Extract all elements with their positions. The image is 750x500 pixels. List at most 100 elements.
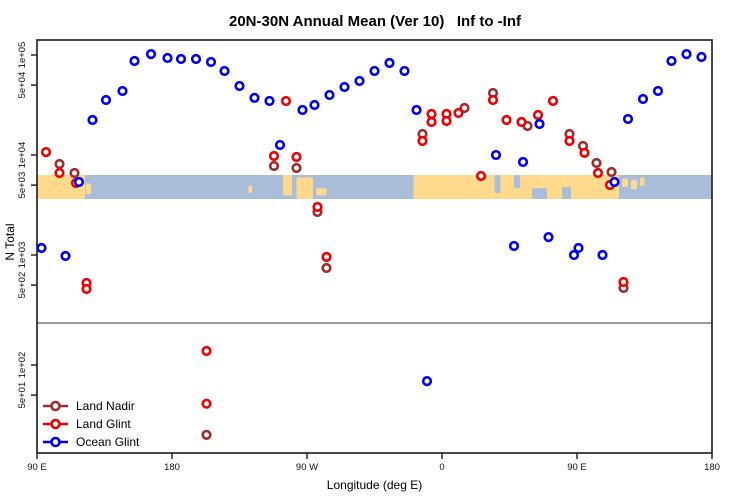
data-point: [54, 158, 65, 170]
ocean-notch: [494, 175, 501, 193]
ocean-notch: [532, 188, 547, 199]
data-points-layer: [36, 48, 707, 441]
land-patch: [296, 177, 313, 199]
data-point: [652, 85, 664, 97]
data-point: [532, 109, 544, 121]
data-point: [487, 94, 499, 106]
land-patch: [283, 175, 292, 196]
data-point: [321, 251, 332, 263]
data-point: [606, 166, 617, 178]
data-point: [145, 48, 157, 60]
data-point: [543, 232, 554, 243]
data-point: [321, 262, 332, 274]
data-point: [40, 147, 52, 158]
ocean-notch: [562, 187, 571, 199]
y-tick-label: 5e+03: [17, 172, 28, 199]
data-point: [384, 57, 395, 69]
land-glint-marker-icon: [43, 418, 68, 430]
data-point: [696, 51, 707, 63]
data-point: [297, 104, 308, 116]
data-point: [36, 242, 47, 254]
data-point: [516, 116, 527, 128]
data-point: [591, 157, 602, 169]
data-point: [426, 108, 437, 120]
data-point: [417, 135, 428, 147]
ocean-glint-marker-icon: [43, 436, 68, 448]
data-point: [490, 149, 502, 161]
land-patch: [248, 185, 253, 193]
land-patch: [631, 179, 637, 190]
legend-item-ocean-glint: Ocean Glint: [42, 433, 139, 451]
data-point: [309, 99, 320, 111]
y-tick-label: 1e+04: [17, 142, 28, 169]
data-point: [219, 65, 230, 77]
data-point: [475, 170, 487, 182]
data-point: [201, 345, 212, 357]
data-point: [609, 176, 620, 188]
legend-item-land-nadir: Land Nadir: [42, 397, 139, 415]
data-point: [579, 147, 590, 158]
data-point: [637, 93, 649, 105]
x-tick-label: 90 W: [296, 462, 318, 473]
x-tick-label: 90 E: [567, 462, 587, 473]
data-point: [622, 113, 634, 125]
data-point: [100, 94, 112, 106]
map-band: [37, 175, 712, 199]
data-point: [205, 56, 217, 68]
data-point: [324, 89, 335, 101]
data-point: [501, 114, 512, 126]
y-tick-label: 1e+02: [17, 352, 28, 379]
data-point: [69, 167, 80, 179]
legend-label: Land Nadir: [76, 399, 135, 413]
data-point: [597, 249, 608, 261]
data-point: [268, 160, 280, 172]
data-point: [421, 376, 433, 387]
y-tick-label: 5e+01: [17, 382, 28, 409]
legend-label: Ocean Glint: [76, 435, 140, 449]
y-tick-label: 5e+02: [17, 272, 28, 299]
data-point: [73, 176, 85, 188]
data-point: [201, 398, 212, 409]
data-point: [369, 65, 380, 77]
data-point: [54, 167, 65, 179]
series-ocean-glint: [36, 48, 707, 387]
data-point: [441, 115, 452, 127]
data-point: [508, 240, 520, 252]
data-point: [291, 162, 302, 174]
data-point: [280, 95, 292, 107]
plot-title: 20N-30N Annual Mean (Ver 10) Inf to -Inf: [229, 13, 521, 30]
y-axis-label: N Total: [3, 223, 17, 261]
x-tick-label: 180: [704, 462, 720, 473]
data-point: [291, 151, 302, 163]
legend-label: Land Glint: [76, 417, 131, 431]
data-point: [268, 150, 280, 162]
data-point: [681, 48, 692, 60]
data-point: [60, 250, 71, 262]
y-tick-label: 1e+05: [17, 42, 28, 69]
land-nadir-marker-icon: [43, 400, 68, 412]
data-point: [547, 95, 559, 107]
series-land-glint: [40, 94, 629, 409]
data-point: [573, 242, 584, 254]
x-tick-label: 90 E: [27, 462, 47, 473]
data-point: [201, 429, 212, 441]
data-point: [249, 92, 260, 103]
data-point: [618, 276, 629, 288]
data-point: [162, 52, 173, 64]
data-point: [190, 53, 202, 65]
data-point: [312, 201, 323, 213]
data-point: [564, 135, 575, 147]
data-point: [117, 85, 128, 97]
x-axis-label: Longitude (deg E): [326, 478, 423, 492]
y-tick-label: 5e+04: [17, 72, 28, 99]
data-point: [399, 65, 410, 77]
data-point: [129, 55, 140, 67]
data-point: [234, 80, 245, 92]
data-point: [592, 167, 604, 179]
land-patch: [640, 177, 645, 186]
data-point: [568, 249, 580, 261]
x-tick-label: 180: [164, 462, 180, 473]
land-patch: [316, 188, 327, 196]
